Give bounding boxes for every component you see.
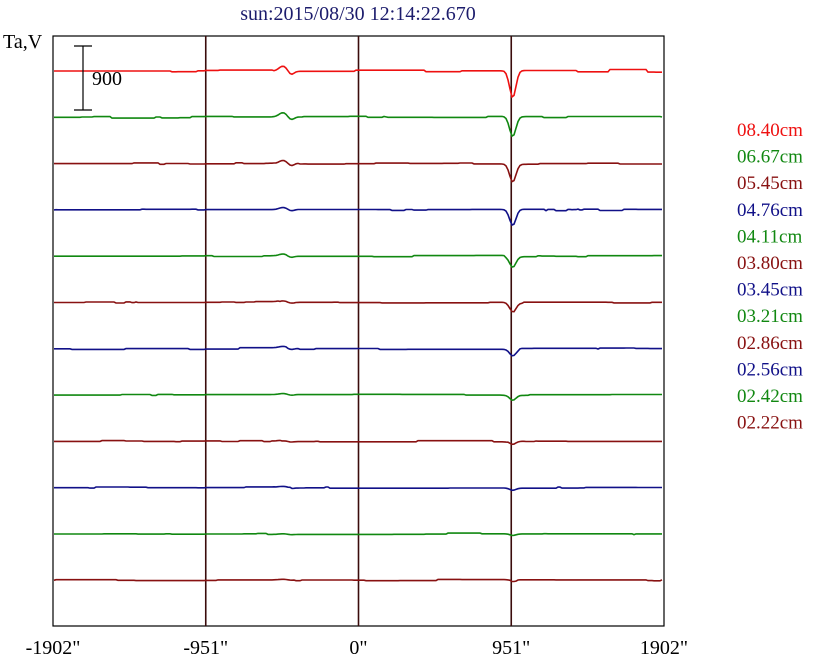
x-tick-label: -1902" [26,637,81,659]
legend-entry: 05.45cm [737,173,803,194]
series-line-03.21cm [54,392,662,402]
series-line-05.45cm [54,159,662,183]
x-tick-labels: -1902" -951" 0" 951" 1902" [26,637,689,659]
legend-entry: 02.56cm [737,359,803,380]
legend-entry: 03.80cm [737,253,803,274]
legend-entry: 08.40cm [737,120,803,141]
series-line-08.40cm [54,65,662,99]
legend-entry: 02.86cm [737,333,803,354]
series-line-02.86cm [54,439,662,446]
legend-entry: 02.22cm [737,413,803,434]
chart-title: sun:2015/08/30 12:14:22.670 [240,3,476,25]
series-line-02.42cm [54,532,662,537]
series-line-04.76cm [53,206,662,227]
scale-bar-label: 900 [92,68,122,90]
x-tick-label: 951" [492,637,530,659]
y-axis-label: Ta,V [3,31,43,53]
series-traces [53,65,663,583]
legend-entry: 03.21cm [737,306,803,327]
x-tick-label: 1902" [640,637,688,659]
series-line-02.22cm [53,578,663,583]
x-tick-label: -951" [183,637,228,659]
series-line-02.56cm [54,485,662,492]
legend-entry: 04.76cm [737,200,803,221]
legend-entry: 03.45cm [737,280,803,301]
legend-entry: 04.11cm [737,226,802,247]
scale-bar: 900 [74,45,122,111]
series-line-03.80cm [54,300,662,313]
series-line-03.45cm [54,345,662,357]
series-line-04.11cm [54,253,662,269]
x-tick-label: 0" [349,637,367,659]
series-line-06.67cm [54,111,663,138]
legend-entry: 06.67cm [737,147,803,168]
legend: 08.40cm 06.67cm 05.45cm 04.76cm 04.11cm 03.80… [737,120,803,434]
legend-entry: 02.42cm [737,386,803,407]
